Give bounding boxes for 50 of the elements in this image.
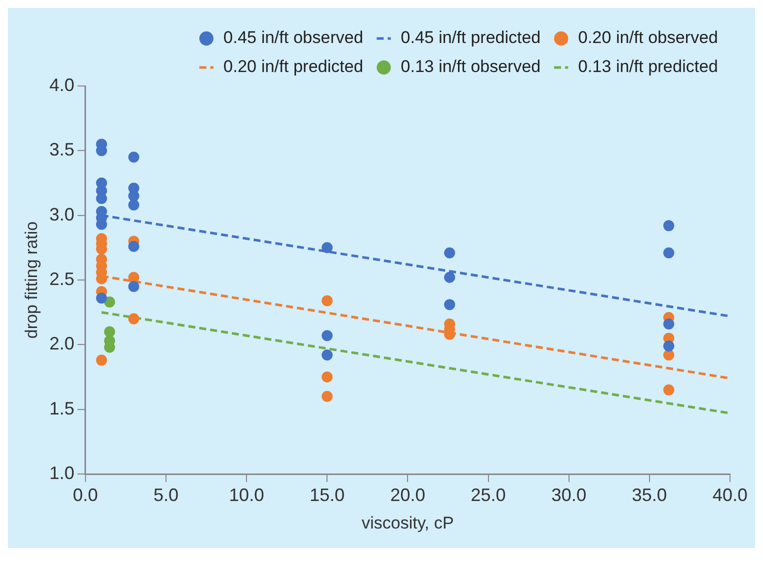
legend-label: 0.13 in/ft observed: [400, 57, 541, 76]
point: [322, 350, 333, 361]
y-axis-title: drop fitting ratio: [22, 221, 41, 339]
point: [104, 296, 116, 308]
point: [322, 242, 333, 254]
point: [96, 354, 108, 366]
x-tick-label: 40.0: [712, 484, 748, 505]
y-tick-label: 3.5: [49, 140, 74, 160]
x-tick-label: 0.0: [72, 484, 98, 505]
point: [128, 280, 140, 292]
point: [663, 318, 674, 330]
point: [322, 372, 333, 382]
x-tick-label: 30.0: [551, 484, 586, 505]
y-tick-label: 2.5: [49, 268, 74, 289]
point: [128, 152, 140, 163]
x-tick-label: 35.0: [632, 484, 667, 505]
point: [444, 272, 456, 283]
x-tick-label: 15.0: [310, 484, 345, 505]
point: [104, 326, 116, 338]
point: [663, 247, 674, 258]
point: [663, 350, 674, 361]
point: [444, 247, 456, 258]
y-tick-label: 1.5: [49, 398, 74, 418]
point: [128, 313, 140, 324]
legend-label: 0.20 in/ft observed: [578, 28, 718, 48]
y-tick-label: 2.0: [49, 334, 74, 354]
point: [128, 199, 140, 210]
x-axis-title: viscosity, cP: [362, 513, 454, 532]
point: [322, 390, 333, 402]
y-tick-label: 3.0: [49, 204, 74, 224]
point: [663, 384, 674, 396]
point: [128, 240, 140, 252]
point: [128, 272, 140, 283]
y-tick-label: 4.0: [49, 74, 74, 95]
point: [96, 292, 108, 304]
point: [444, 299, 456, 310]
x-tick-label: 25.0: [470, 484, 506, 505]
legend-label: 0.13 in/ft predicted: [578, 57, 718, 76]
point: [663, 340, 674, 352]
point: [96, 193, 108, 204]
x-tick-label: 5.0: [153, 484, 179, 505]
legend-label: 0.20 in/ft predicted: [223, 57, 364, 76]
legend-label: 0.45 in/ft predicted: [400, 28, 541, 48]
point: [322, 295, 333, 306]
x-tick-label: 20.0: [390, 484, 426, 505]
x-tick-label: 10.0: [229, 484, 264, 505]
legend-label: 0.45 in/ft observed: [223, 28, 364, 48]
y-tick-label: 1.0: [49, 462, 74, 483]
point: [663, 220, 674, 232]
point: [322, 330, 333, 342]
